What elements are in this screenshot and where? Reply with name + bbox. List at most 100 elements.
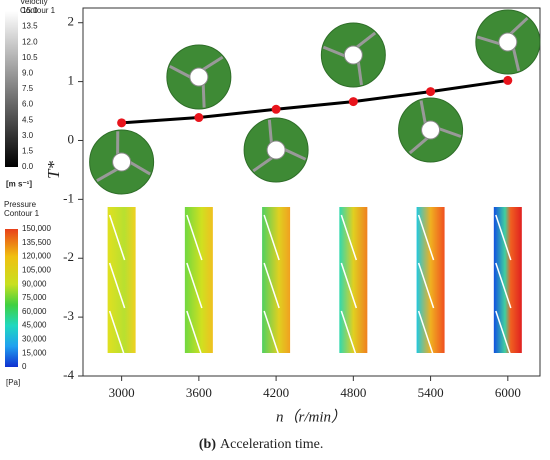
- colorbar-label: 1.5: [22, 147, 34, 156]
- colorbar-label: 6.0: [22, 100, 34, 109]
- pressure-contour: [184, 207, 213, 353]
- caption-text: Acceleration time.: [220, 437, 323, 452]
- rotor-blade: [283, 147, 307, 161]
- blade-line: [417, 310, 435, 357]
- y-tick-label: 2: [68, 14, 75, 29]
- caption-label: (b): [199, 437, 216, 452]
- colorbar-label: 60,000: [22, 307, 47, 316]
- blade-line: [263, 262, 280, 309]
- blade-line: [108, 214, 126, 261]
- colorbar-title: Pressure: [4, 200, 37, 209]
- colorbar-subtitle: Contour 1: [4, 209, 40, 218]
- blade-line: [340, 262, 358, 309]
- blade-line: [108, 310, 126, 357]
- y-axis-label: T*: [44, 161, 63, 179]
- blade-line: [495, 310, 512, 357]
- rotor-blade: [355, 31, 377, 49]
- rotor-blade: [169, 64, 192, 79]
- colorbar-label: 0: [22, 362, 27, 371]
- colorbar-label: 9.0: [22, 69, 34, 78]
- y-tick-label: -2: [63, 249, 74, 264]
- colorbar-unit: [m s⁻¹]: [6, 180, 32, 189]
- x-tick-label: 3600: [186, 385, 212, 400]
- colorbar-label: 150,000: [22, 224, 51, 233]
- blade-line: [495, 262, 512, 309]
- colorbar-label: 13.5: [22, 22, 38, 31]
- rotor-blade: [408, 136, 429, 155]
- colorbar-unit: [Pa]: [6, 378, 20, 387]
- y-tick-label: 1: [68, 73, 75, 88]
- colorbar-label: 120,000: [22, 252, 51, 261]
- rotor-blade: [509, 16, 529, 36]
- blade-line: [417, 214, 435, 261]
- pressure-contour: [493, 207, 522, 353]
- data-point: [117, 118, 127, 128]
- x-axis-label: n（r/min）: [276, 408, 346, 425]
- rotor-image: [89, 129, 155, 195]
- colorbar-label: 30,000: [22, 335, 47, 344]
- rotor-blade: [437, 127, 462, 138]
- blade-line: [186, 310, 203, 357]
- data-point: [194, 113, 204, 123]
- rotor-hub: [189, 67, 209, 87]
- decor: [89, 9, 541, 357]
- colorbar-label: 135,500: [22, 238, 51, 247]
- x-tick-label: 6000: [495, 385, 521, 400]
- pressure-contour: [107, 207, 136, 353]
- blade-line: [340, 214, 358, 261]
- x-tick-label: 4800: [340, 385, 366, 400]
- colorbar-label: 15,000: [22, 348, 47, 357]
- rotor-blade: [419, 100, 427, 125]
- rotor-image: [475, 9, 541, 75]
- rotor-hub: [498, 32, 518, 52]
- colorbar-label: 0.0: [22, 162, 34, 171]
- rotor-hub: [266, 140, 286, 160]
- plot-frame: [82, 7, 541, 377]
- colorbar-label: 45,000: [22, 321, 47, 330]
- y-tick-label: 0: [68, 131, 75, 146]
- rotor-blade: [128, 160, 151, 176]
- blade-line: [495, 214, 512, 261]
- blade-line: [263, 214, 280, 261]
- rotor-blade: [201, 83, 206, 108]
- colorbar-label: 4.5: [22, 115, 34, 124]
- blade-line: [417, 262, 435, 309]
- y-tick-label: -4: [63, 367, 74, 382]
- rotor-blade: [252, 156, 274, 173]
- rotor-image: [320, 22, 386, 88]
- rotor-hub: [343, 45, 363, 65]
- rotor-hub: [421, 120, 441, 140]
- data-point: [348, 97, 358, 107]
- pressure-contour: [416, 207, 445, 353]
- x-tick-label: 3000: [109, 385, 135, 400]
- colorbar-label: 105,000: [22, 266, 51, 275]
- colorbar-label: 12.0: [22, 37, 38, 46]
- colorbar-label: 75,000: [22, 293, 47, 302]
- blade-line: [340, 310, 358, 357]
- rotor-blade: [476, 35, 501, 46]
- rotor-hub: [112, 152, 132, 172]
- colorbar-subtitle: Contour 1: [20, 6, 56, 15]
- rotor-blade: [267, 119, 273, 144]
- y-tick-label: -1: [63, 190, 74, 205]
- colorbar-label: 7.5: [22, 84, 34, 93]
- pressure-colorbar: [5, 229, 18, 367]
- pressure-contour: [262, 207, 291, 353]
- y-tick-label: -3: [63, 308, 74, 323]
- colorbar-label: 15.0: [22, 6, 38, 15]
- data-line: [121, 78, 509, 125]
- rotor-image: [398, 97, 464, 163]
- blade-line: [186, 214, 203, 261]
- rotor-blade: [356, 61, 363, 86]
- rotor-blade: [201, 55, 224, 72]
- data-point: [503, 75, 513, 85]
- x-tick-label: 4200: [263, 385, 289, 400]
- pressure-contour: [339, 207, 368, 353]
- data-point: [271, 104, 281, 114]
- colorbar-title: Velocity: [20, 0, 48, 6]
- rotor-image: [166, 44, 232, 110]
- blade-line: [263, 310, 280, 357]
- blade-line: [108, 262, 126, 309]
- rotor-image: [243, 117, 309, 183]
